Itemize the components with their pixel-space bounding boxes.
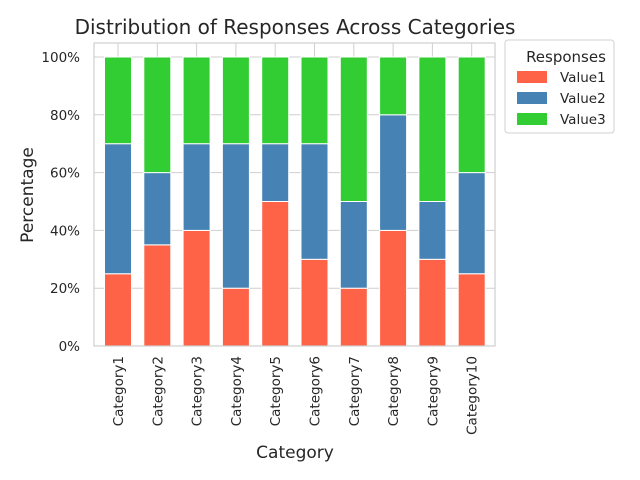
legend-label-value3: Value3 xyxy=(560,112,606,128)
bar-value1-category8 xyxy=(379,229,408,347)
bar-value3-category5 xyxy=(261,56,290,145)
bar-value3-category1 xyxy=(104,56,132,145)
legend-items: Value1 Value2 Value3 xyxy=(517,70,606,128)
bar-value3-category8 xyxy=(379,56,408,116)
bar-value1-category5 xyxy=(261,201,290,347)
bar-value3-category4 xyxy=(221,56,250,145)
bar-value2-category9 xyxy=(418,201,447,260)
bar-value1-category4 xyxy=(221,287,250,347)
x-tick-label: Category10 xyxy=(465,356,481,435)
bar-value2-category6 xyxy=(300,143,329,260)
bar-value3-category2 xyxy=(143,56,172,174)
bar-value2-category2 xyxy=(143,172,172,246)
bar-value3-category3 xyxy=(182,56,211,145)
bar-value2-category4 xyxy=(221,143,250,289)
y-tick-label: 0% xyxy=(59,339,81,355)
bar-value3-category7 xyxy=(339,56,368,202)
x-tick-label: Category7 xyxy=(347,356,363,426)
legend-label-value1: Value1 xyxy=(560,70,606,86)
y-axis-label: Percentage xyxy=(18,147,38,243)
bar-value2-category5 xyxy=(261,143,290,202)
y-tick-labels: 0% 20% 40% 60% 80% 100% xyxy=(41,50,80,355)
bar-value2-category10 xyxy=(457,172,486,275)
x-tick-labels: Category1 Category2 Category3 Category4 Cate… xyxy=(111,356,481,435)
bar-value1-category1 xyxy=(104,273,132,347)
x-tick-label: Category6 xyxy=(308,356,324,426)
x-tick-label: Category3 xyxy=(190,356,206,426)
bar-value1-category2 xyxy=(143,244,172,347)
legend: Responses Value1 Value2 Value3 xyxy=(504,39,615,134)
bar-value2-category3 xyxy=(182,143,211,231)
y-tick-label: 40% xyxy=(50,223,80,239)
x-tick-label: Category8 xyxy=(386,356,402,426)
bar-value1-category3 xyxy=(182,229,211,347)
x-tick-label: Category5 xyxy=(268,356,284,426)
legend-label-value2: Value2 xyxy=(560,91,606,107)
bar-value3-category6 xyxy=(300,56,329,145)
bar-value1-category9 xyxy=(418,258,447,347)
bar-value2-category7 xyxy=(339,201,368,289)
y-tick-label: 60% xyxy=(50,166,80,182)
y-tick-label: 80% xyxy=(50,108,80,124)
legend-box xyxy=(504,39,615,134)
legend-swatch-value2 xyxy=(517,92,547,104)
bar-value1-category10 xyxy=(457,273,486,347)
x-tick-label: Category2 xyxy=(150,356,166,426)
x-tick-label: Category4 xyxy=(229,356,245,426)
bar-value2-category1 xyxy=(104,143,132,275)
x-tick-label: Category9 xyxy=(425,356,441,426)
bar-value3-category10 xyxy=(457,56,486,174)
legend-title: Responses xyxy=(526,48,606,66)
y-tick-label: 100% xyxy=(41,50,80,66)
bar-value1-category6 xyxy=(300,258,329,347)
x-tick-label: Category1 xyxy=(111,356,127,426)
chart-title: Distribution of Responses Across Categor… xyxy=(75,15,516,39)
plot-frame xyxy=(93,42,496,347)
bar-value1-category7 xyxy=(339,287,368,347)
bars xyxy=(104,56,486,347)
bar-value2-category8 xyxy=(379,114,408,231)
y-tick-label: 20% xyxy=(50,281,80,297)
legend-swatch-value3 xyxy=(517,113,547,125)
x-axis-label: Category xyxy=(256,443,334,463)
bar-value3-category9 xyxy=(418,56,447,202)
legend-swatch-value1 xyxy=(517,71,547,83)
